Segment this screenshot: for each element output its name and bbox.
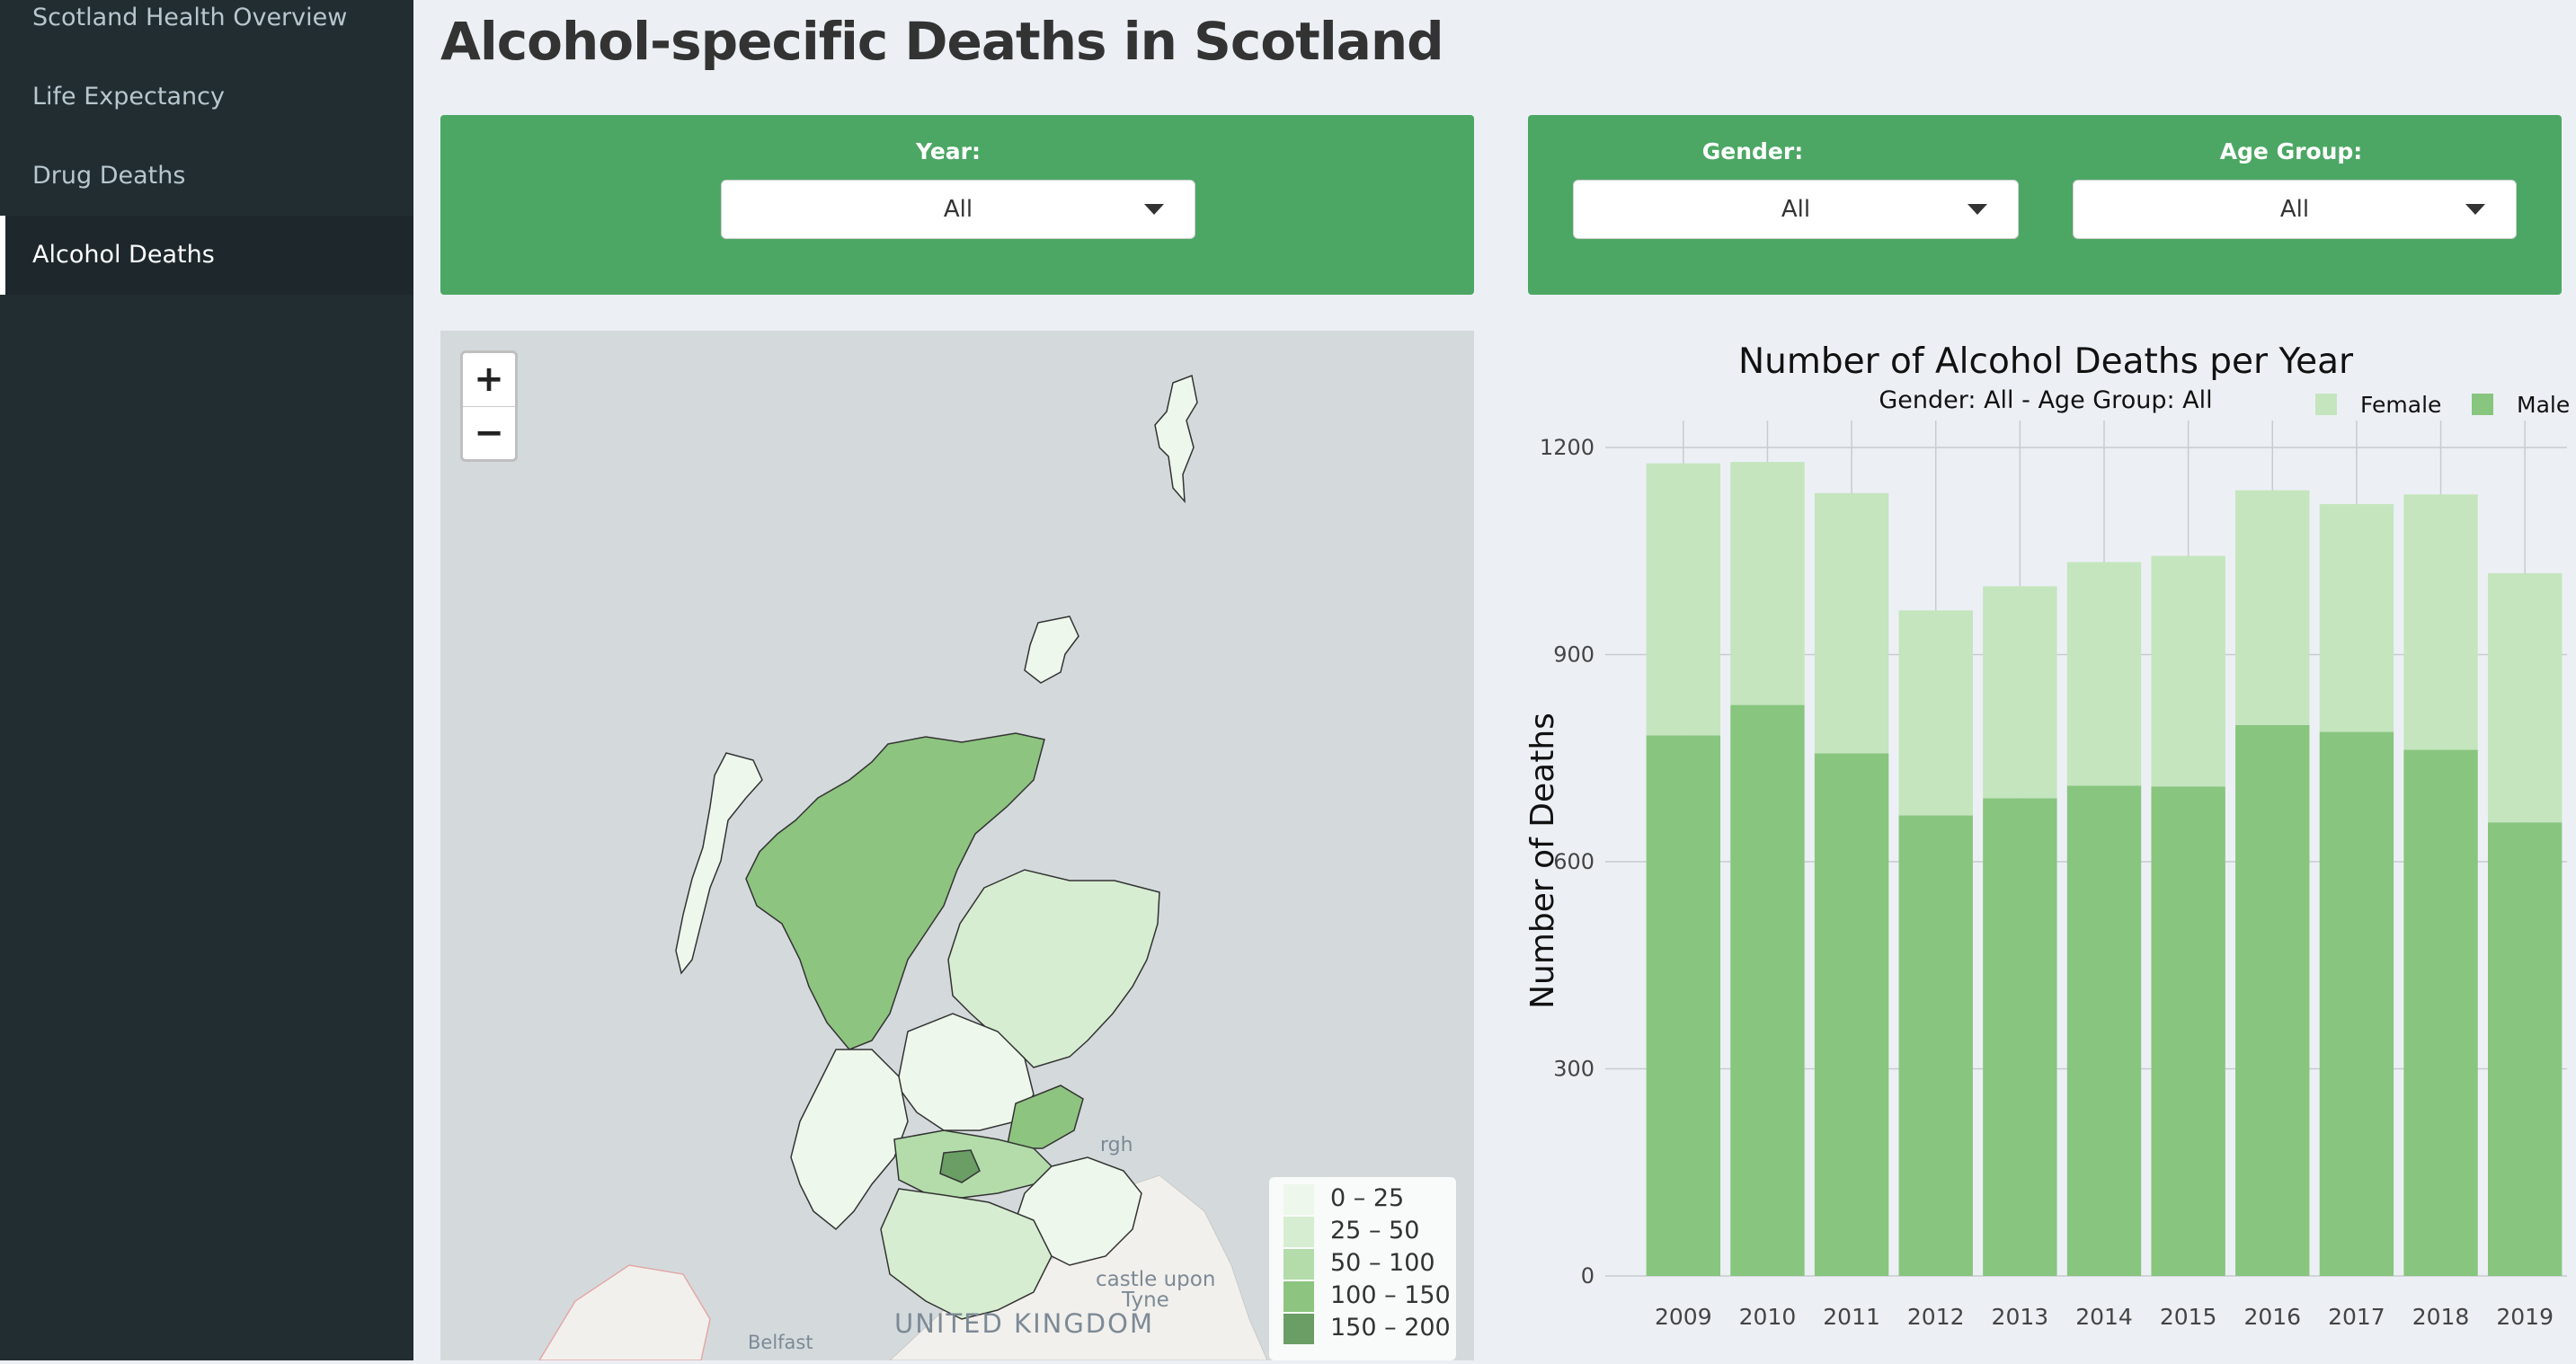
choropleth-map[interactable]: castle upon Tyne UNITED KINGDOM Belfast … — [440, 331, 1474, 1360]
year-filter-panel: Year: All — [440, 115, 1474, 295]
legend-label: 0 – 25 — [1330, 1184, 1405, 1212]
chevron-down-icon — [1144, 204, 1164, 215]
shetland-region — [1154, 374, 1198, 504]
legend-swatch-male — [2472, 394, 2493, 415]
year-select[interactable]: All — [721, 180, 1195, 239]
sidebar-item-life-expectancy[interactable]: Life Expectancy — [32, 83, 225, 111]
argyll-region — [790, 1049, 909, 1231]
x-tick-label: 2012 — [1907, 1304, 1965, 1330]
page-title: Alcohol-specific Deaths in Scotland — [440, 11, 1444, 72]
year-select-value: All — [943, 196, 973, 223]
gender-label: Gender: — [1701, 138, 1804, 164]
bar-female — [1814, 492, 1889, 754]
bar-male — [1646, 735, 1721, 1276]
bar-male — [2403, 749, 2478, 1276]
sidebar-item-alcohol-deaths[interactable]: Alcohol Deaths — [0, 216, 413, 295]
bar-female — [2235, 490, 2310, 725]
legend-swatch — [1284, 1184, 1314, 1215]
age-group-label: Age Group: — [2219, 138, 2363, 164]
map-label-united-kingdom: UNITED KINGDOM — [894, 1308, 1154, 1339]
bar-female — [1983, 586, 2057, 799]
year-label: Year: — [916, 138, 981, 164]
bar-female — [1646, 463, 1721, 736]
legend-label: 150 – 200 — [1330, 1314, 1451, 1342]
legend-label: 50 – 100 — [1330, 1249, 1435, 1277]
gender-select-value: All — [1781, 196, 1811, 223]
western-isles-region — [675, 752, 763, 975]
glasgow-region — [939, 1149, 981, 1183]
orkney-region — [1024, 616, 1079, 684]
bar-male — [2151, 786, 2225, 1276]
highland-region — [745, 732, 1045, 1050]
borders-region — [1015, 1156, 1142, 1266]
x-tick-label: 2015 — [2160, 1304, 2217, 1330]
legend-label: 100 – 150 — [1330, 1281, 1451, 1309]
bar-female — [2403, 494, 2478, 750]
aberdeenshire-region — [947, 869, 1160, 1068]
y-axis-label: Number of Deaths — [1524, 713, 1561, 1009]
bar-male — [2066, 785, 2142, 1276]
chevron-down-icon — [2465, 204, 2485, 215]
map-label-belfast: Belfast — [748, 1332, 813, 1353]
age-group-select[interactable]: All — [2073, 180, 2517, 239]
bar-female — [2487, 572, 2563, 823]
chart-subtitle: Gender: All - Age Group: All — [1879, 386, 2212, 414]
chevron-down-icon — [1968, 204, 1987, 215]
bar-male — [2319, 731, 2394, 1276]
map-label-newcastle: castle upon — [1096, 1268, 1216, 1291]
x-tick-label: 2009 — [1655, 1304, 1712, 1330]
ireland-landmass — [538, 1264, 711, 1360]
x-tick-label: 2017 — [2328, 1304, 2385, 1330]
bar-female — [1898, 610, 1973, 816]
y-tick-label: 300 — [1553, 1057, 1594, 1082]
gender-select[interactable]: All — [1573, 180, 2019, 239]
legend-swatch — [1284, 1281, 1314, 1312]
legend-label-female: Female — [2360, 392, 2441, 418]
x-tick-label: 2011 — [1823, 1304, 1880, 1330]
sidebar: Scotland Health Overview Life Expectancy… — [0, 0, 413, 1360]
bar-male — [1898, 815, 1973, 1276]
sidebar-item-scotland-health-overview[interactable]: Scotland Health Overview — [32, 4, 348, 31]
legend-swatch — [1284, 1314, 1314, 1344]
bar-male — [1983, 798, 2057, 1276]
y-tick-label: 1200 — [1540, 435, 1594, 460]
legend-swatch — [1284, 1217, 1314, 1247]
chart-svg: 0 300 600 900 1200 2009 2010 2011 2012 2013 2014 20… — [1524, 341, 2570, 1330]
bar-female — [2151, 555, 2225, 787]
legend-swatch-female — [2315, 394, 2337, 415]
bar-female — [1730, 462, 1805, 705]
sidebar-item-drug-deaths[interactable]: Drug Deaths — [32, 162, 186, 190]
legend-label-male: Male — [2517, 392, 2570, 418]
zoom-in-button[interactable]: + — [474, 359, 504, 400]
x-tick-label: 2010 — [1739, 1304, 1797, 1330]
bar-male — [1814, 753, 1889, 1276]
y-tick-label: 600 — [1553, 849, 1594, 874]
dumfries-region — [880, 1188, 1053, 1320]
age-group-select-value: All — [2279, 196, 2310, 223]
chart-title: Number of Alcohol Deaths per Year — [1738, 341, 2354, 382]
legend-label: 25 – 50 — [1330, 1217, 1420, 1244]
bar-female — [2319, 504, 2394, 732]
bar-male — [1730, 704, 1805, 1276]
zoom-control: + − — [460, 350, 518, 462]
x-tick-label: 2016 — [2243, 1304, 2301, 1330]
bar-male — [2235, 724, 2310, 1276]
map-label-tyne: Tyne — [1122, 1289, 1169, 1312]
y-tick-label: 900 — [1553, 642, 1594, 668]
bar-male — [2487, 822, 2563, 1276]
map-label-edinburgh: rgh — [1100, 1134, 1133, 1156]
alcohol-deaths-chart: 0 300 600 900 1200 2009 2010 2011 2012 2013 2014 20… — [1506, 331, 2576, 1360]
zoom-divider — [463, 406, 515, 407]
zoom-out-button[interactable]: − — [474, 412, 504, 454]
map-legend: 0 – 25 25 – 50 50 – 100 100 – 150 150 – … — [1269, 1177, 1456, 1360]
demographic-filter-panel: Gender: All Age Group: All — [1528, 115, 2562, 295]
legend-swatch — [1284, 1249, 1314, 1280]
x-tick-label: 2019 — [2496, 1304, 2554, 1330]
map-canvas[interactable] — [440, 331, 1474, 1360]
x-tick-label: 2013 — [1992, 1304, 2049, 1330]
x-tick-label: 2014 — [2075, 1304, 2133, 1330]
bar-female — [2066, 562, 2142, 786]
y-tick-label: 0 — [1581, 1263, 1594, 1289]
x-tick-label: 2018 — [2412, 1304, 2470, 1330]
